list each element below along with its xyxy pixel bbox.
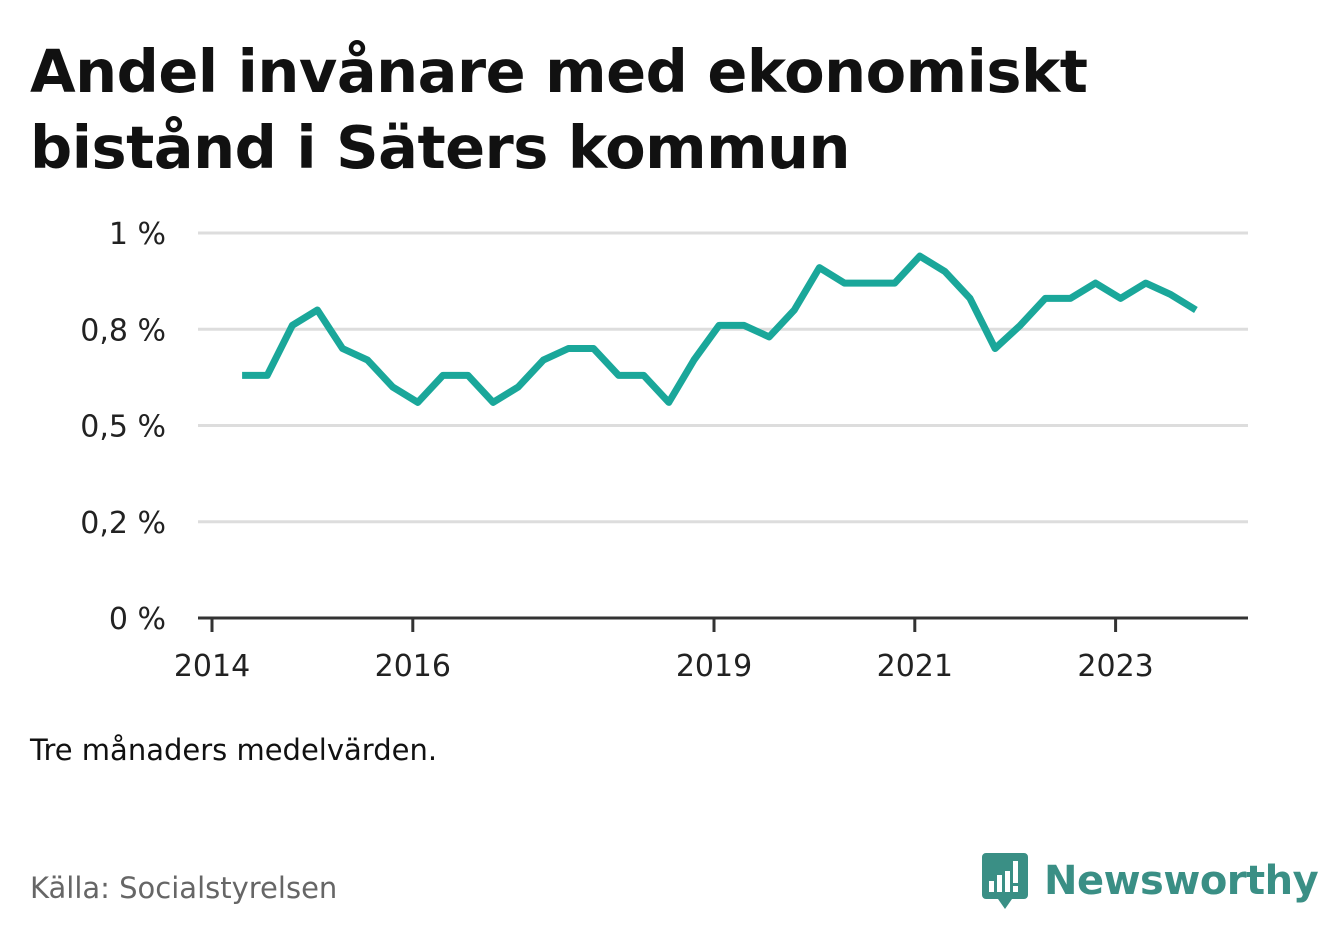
x-tick-label: 2023: [1077, 649, 1153, 684]
y-tick-label: 0,8 %: [80, 313, 166, 348]
x-tick-label: 2014: [174, 649, 250, 684]
x-axis: 2014 2016 2019 2021 2023: [174, 616, 1248, 684]
series-line: [242, 252, 1198, 406]
x-tick-label: 2019: [676, 649, 752, 684]
y-tick-label: 0,5 %: [80, 410, 166, 445]
source-label: Källa: Socialstyrelsen: [30, 871, 338, 905]
x-tick-label: 2016: [375, 649, 451, 684]
series-layer: [242, 252, 1198, 406]
y-tick-label: 1 %: [109, 217, 166, 252]
y-tick-label: 0 %: [109, 602, 166, 637]
brand-logo[interactable]: Newsworthy: [980, 850, 1319, 912]
newsworthy-chart-bubble-icon: [982, 853, 1028, 909]
brand-name: Newsworthy: [1044, 858, 1319, 904]
line-chart: 0 %0,2 %0,5 %0,8 %1 % 2014 2016 2019 2021 20…: [80, 217, 1248, 684]
y-axis-labels: 0 % 0,2 % 0,5 % 0,8 % 1 %: [80, 217, 166, 637]
chart-note: Tre månaders medelvärden.: [30, 733, 438, 767]
x-tick-label: 2021: [877, 649, 953, 684]
y-tick-label: 0,2 %: [80, 506, 166, 541]
gridlines: [198, 231, 1248, 524]
chart-title: Andel invånare med ekonomiskt bistånd i …: [30, 37, 1088, 182]
